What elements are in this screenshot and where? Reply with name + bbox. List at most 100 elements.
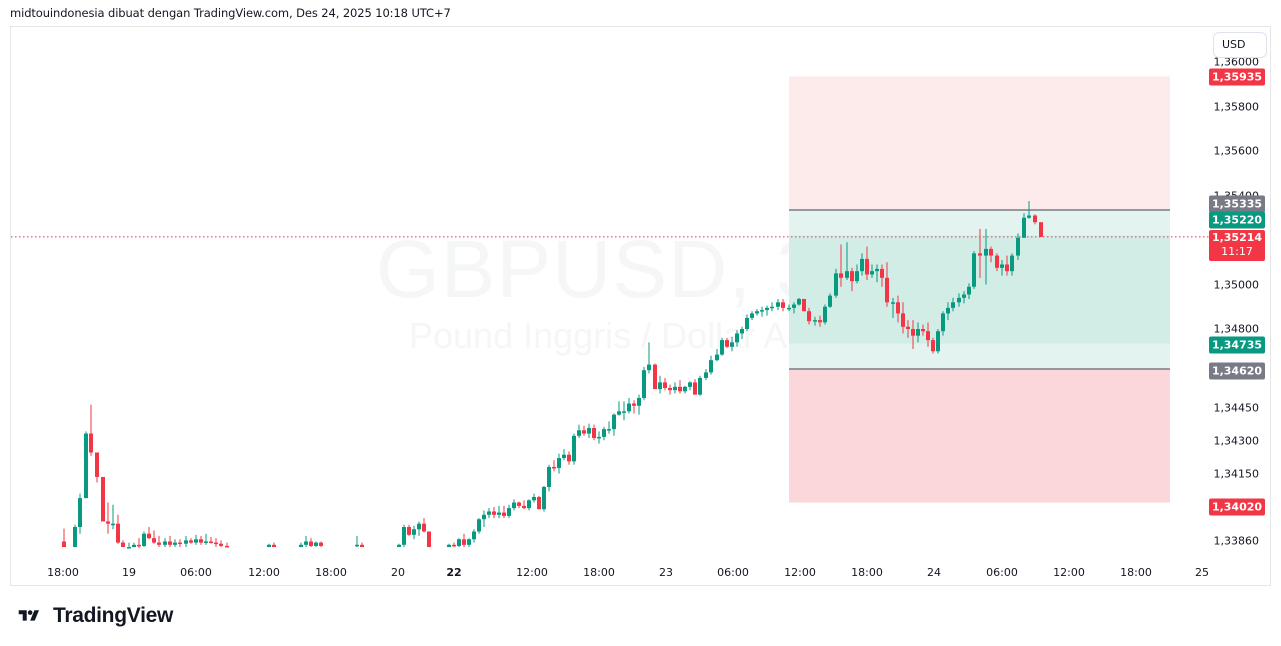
bullish-candle — [637, 397, 641, 406]
bullish-candle — [828, 295, 832, 307]
stop-upper-tag[interactable]: 1,35935 — [1209, 68, 1265, 86]
bullish-candle — [962, 294, 966, 298]
bearish-candle — [116, 523, 120, 543]
bullish-candle — [984, 248, 988, 256]
bullish-candle — [683, 386, 687, 392]
price-tick-label: 1,36000 — [1213, 55, 1260, 69]
bullish-candle — [647, 364, 651, 371]
bearish-candle — [407, 527, 411, 535]
bearish-candle — [552, 466, 556, 469]
price-axis[interactable]: 1,360001,358001,356001,354001,350001,348… — [1201, 27, 1270, 585]
entry-upper-tag[interactable]: 1,35335 — [1209, 195, 1265, 213]
bullish-candle — [617, 411, 621, 415]
bullish-candle — [688, 382, 692, 387]
bullish-candle — [612, 414, 616, 430]
bearish-candle — [911, 329, 915, 336]
bullish-candle — [745, 317, 749, 329]
bullish-candle — [547, 466, 551, 487]
chart-pane[interactable]: GBPUSD, 30 Pound Inggris / Dollar AS 18:… — [10, 26, 1271, 586]
bearish-candle — [839, 273, 843, 278]
bullish-candle — [1010, 255, 1014, 272]
bullish-candle — [957, 297, 961, 303]
bearish-candle — [653, 364, 657, 390]
bearish-candle — [492, 511, 496, 515]
price-tick-label: 1,34300 — [1213, 434, 1260, 448]
bearish-candle — [214, 542, 218, 545]
time-tick-label: 12:00 — [516, 566, 548, 579]
time-tick-label: 22 — [446, 566, 462, 579]
bearish-candle — [906, 326, 910, 329]
time-tick-label: 12:00 — [1053, 566, 1085, 579]
bullish-candle — [855, 271, 859, 282]
bearish-candle — [582, 430, 586, 434]
bullish-candle — [355, 544, 359, 547]
time-tick-label: 12:00 — [784, 566, 816, 579]
bearish-candle — [807, 311, 811, 322]
bullish-candle — [720, 340, 724, 355]
bullish-candle — [412, 529, 416, 535]
bullish-candle — [597, 436, 601, 439]
bullish-candle — [542, 486, 546, 510]
bullish-candle — [1016, 237, 1020, 256]
bullish-candle — [951, 302, 955, 308]
bearish-candle — [1039, 222, 1043, 237]
time-axis[interactable]: 18:00 19 06:00 12:00 18:00 20 22 12:00 18:00 23 06… — [11, 562, 1211, 585]
bullish-candle — [658, 382, 662, 390]
target-price-tag[interactable]: 1,35220 — [1209, 211, 1265, 229]
time-tick-label: 18:00 — [47, 566, 79, 579]
bullish-candle — [642, 370, 646, 398]
bearish-candle — [978, 253, 982, 256]
bullish-candle — [497, 512, 501, 515]
time-tick-label: 24 — [927, 566, 941, 579]
bullish-candle — [972, 253, 976, 287]
bearish-candle — [189, 540, 193, 543]
entry-lower-tag[interactable]: 1,34620 — [1209, 362, 1265, 380]
bullish-candle — [194, 539, 198, 543]
price-tick-label: 1,34150 — [1213, 467, 1260, 481]
bullish-candle — [487, 511, 491, 515]
bullish-candle — [875, 268, 879, 272]
bullish-candle — [823, 306, 827, 323]
risk-zone — [789, 369, 1170, 503]
bullish-candle — [627, 403, 631, 412]
bearish-candle — [137, 544, 141, 547]
bearish-candle — [678, 386, 682, 392]
bullish-candle — [73, 527, 77, 548]
bullish-candle — [1027, 215, 1031, 218]
bearish-candle — [89, 433, 93, 453]
bullish-candle — [792, 304, 796, 308]
bearish-candle — [668, 387, 672, 391]
bearish-candle — [537, 496, 541, 510]
currency-button[interactable]: USD — [1213, 32, 1267, 58]
target-lower-tag[interactable]: 1,34735 — [1209, 336, 1265, 354]
price-tick-label: 1,34800 — [1213, 322, 1260, 336]
bullish-candle — [715, 354, 719, 361]
bullish-candle — [936, 331, 940, 352]
bearish-candle — [319, 542, 323, 546]
bearish-candle — [502, 512, 506, 516]
time-tick-label: 25 — [1195, 566, 1209, 579]
chart-caption: midtouindonesia dibuat dengan TradingVie… — [10, 6, 451, 20]
bullish-candle — [127, 547, 131, 549]
last-price-tag[interactable]: 1,35214 11:17 — [1209, 230, 1265, 261]
candlestick-chart[interactable] — [11, 27, 1211, 567]
bullish-candle — [813, 320, 817, 322]
tradingview-brand: TradingView — [53, 604, 174, 627]
bullish-candle — [84, 433, 88, 499]
price-tick-label: 1,35000 — [1213, 278, 1260, 292]
bullish-candle — [622, 411, 626, 413]
bullish-candle — [587, 428, 591, 434]
bullish-candle — [760, 310, 764, 312]
stop-lower-tag[interactable]: 1,34020 — [1209, 498, 1265, 516]
bullish-candle — [267, 544, 271, 548]
bullish-candle — [770, 306, 774, 309]
plot-area[interactable]: GBPUSD, 30 Pound Inggris / Dollar AS — [11, 27, 1211, 567]
bearish-candle — [427, 531, 431, 548]
bearish-candle — [62, 541, 66, 548]
price-tick-label: 1,35600 — [1213, 144, 1260, 158]
bullish-candle — [870, 271, 874, 275]
bearish-candle — [880, 268, 884, 278]
bullish-candle — [602, 429, 606, 437]
time-tick-label: 06:00 — [180, 566, 212, 579]
tradingview-logo[interactable]: TradingView — [11, 604, 173, 628]
